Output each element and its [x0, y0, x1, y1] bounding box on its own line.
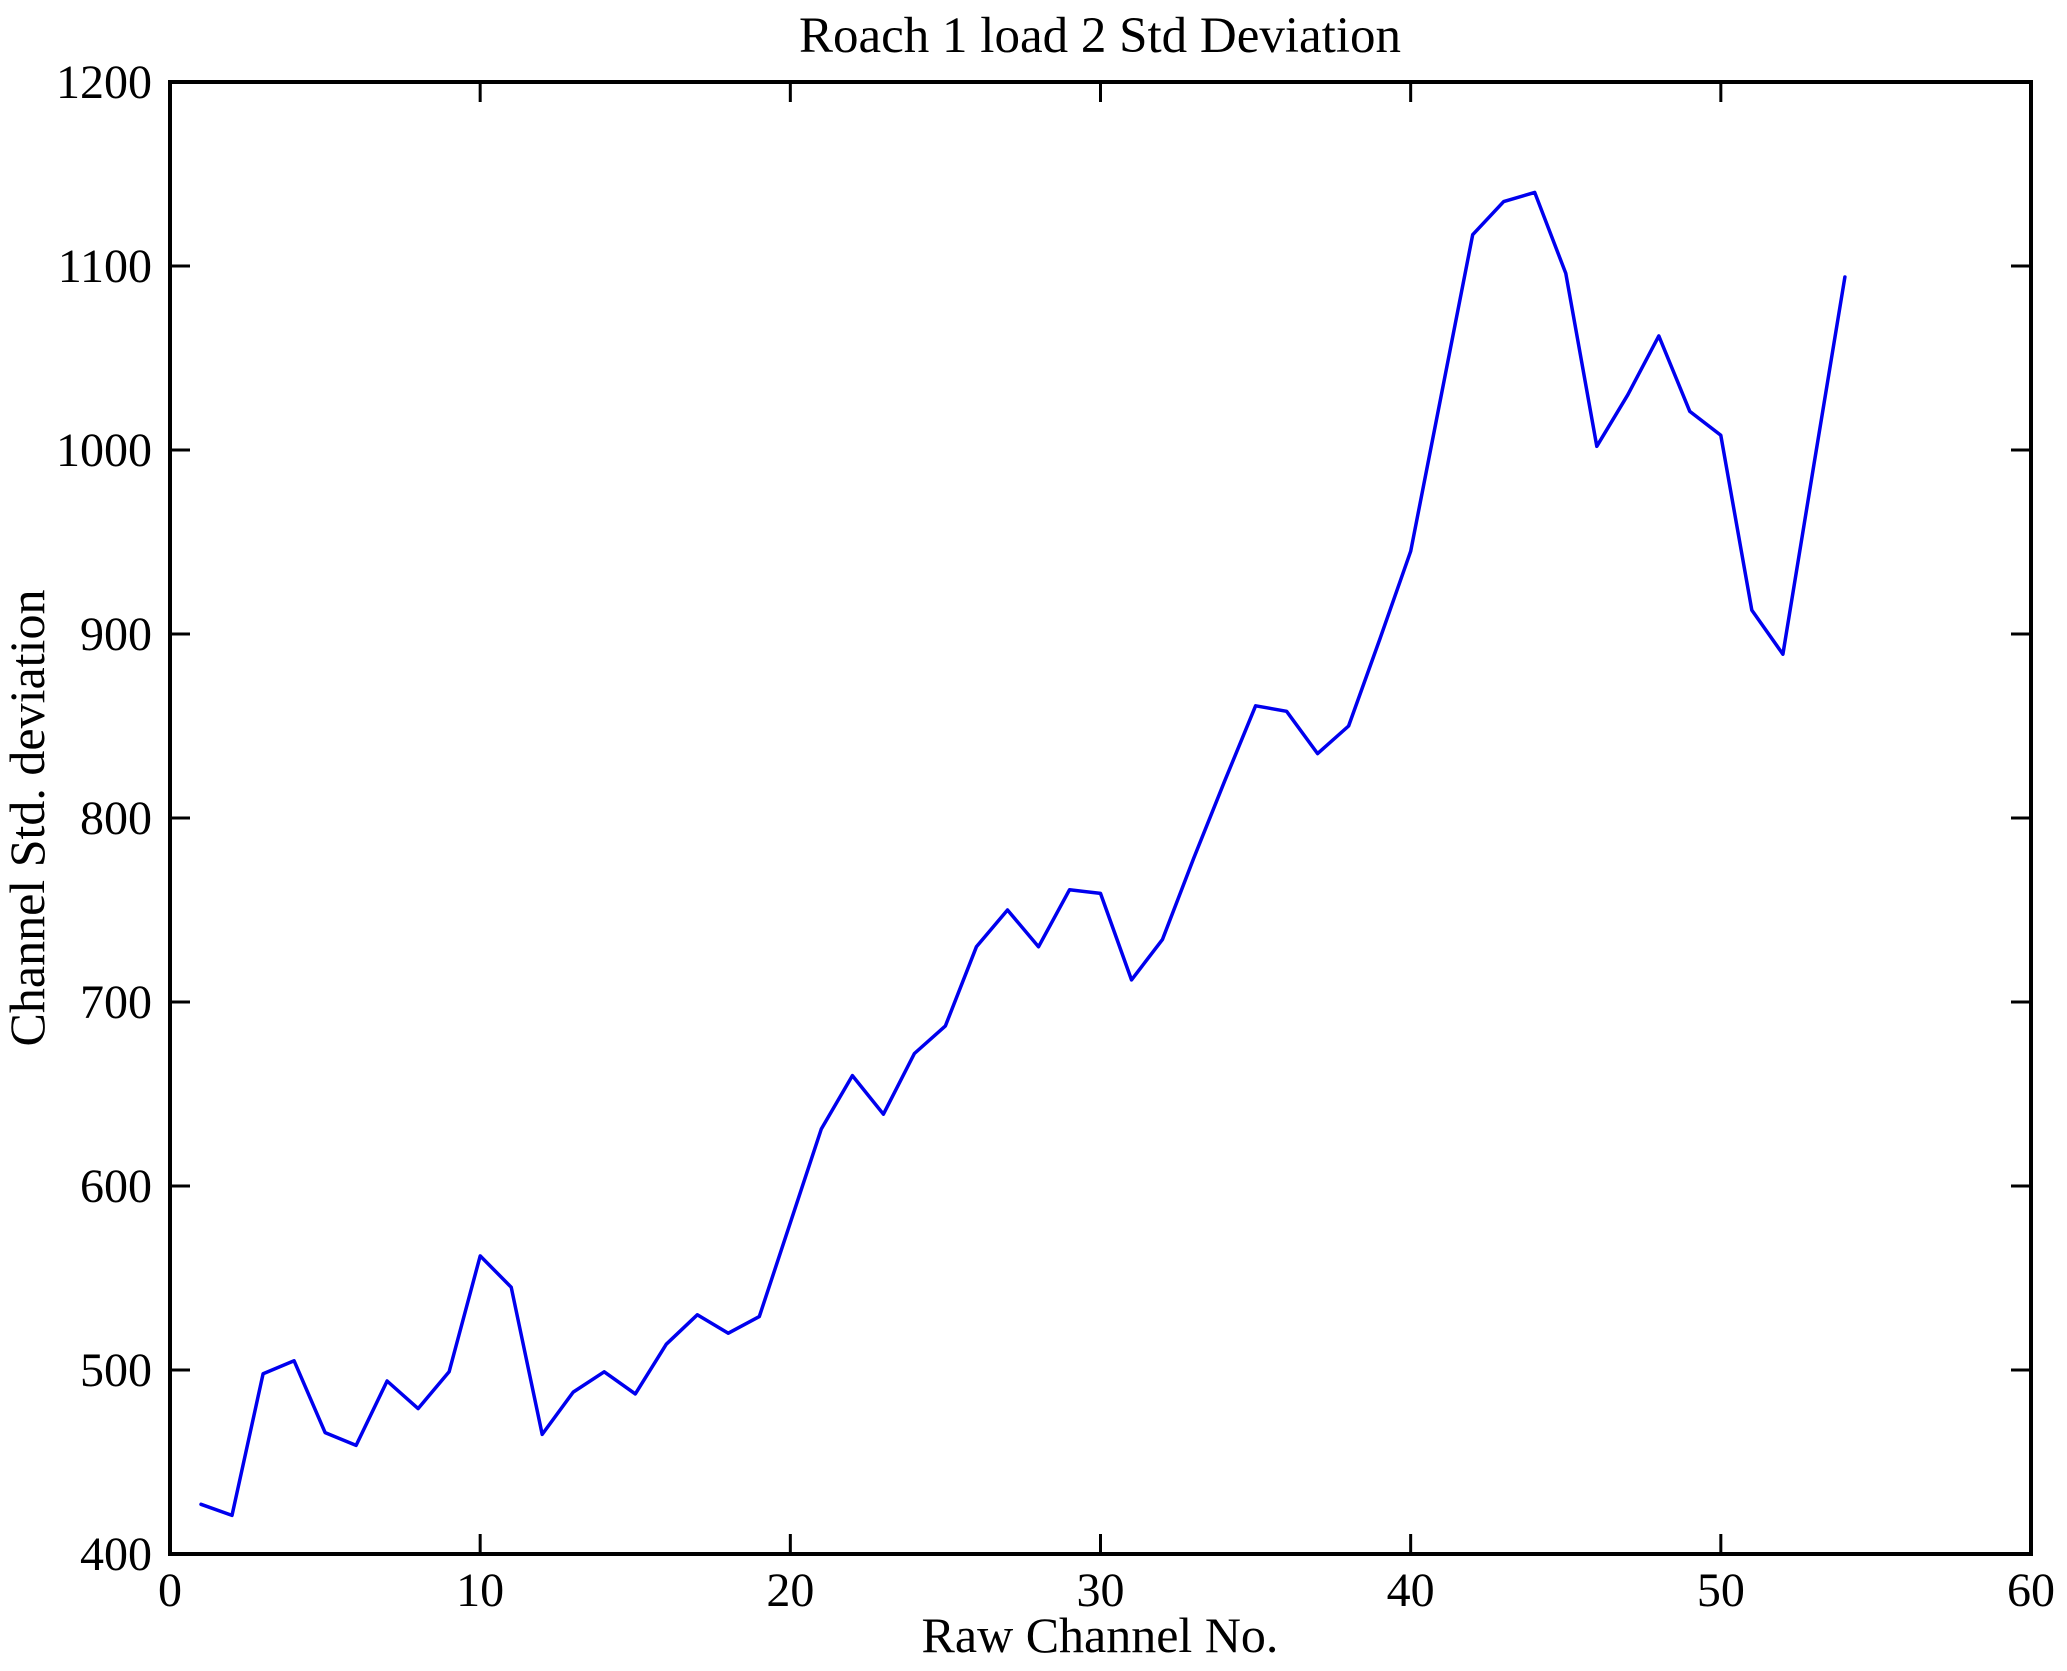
- plot-box: [168, 80, 2033, 1556]
- y-tick-label-600: 600: [80, 1160, 152, 1213]
- y-axis-ticks-left: [170, 80, 190, 1556]
- y-tick-label-1200: 1200: [56, 56, 152, 109]
- x-tick-label-50: 50: [1697, 1564, 1745, 1617]
- chart-title: Roach 1 load 2 Std Deviation: [799, 8, 1401, 64]
- x-axis-ticks-top: [168, 82, 2033, 102]
- y-axis-label: Channel Std. deviation: [0, 590, 55, 1047]
- x-tick-label-40: 40: [1387, 1564, 1435, 1617]
- x-tick-label-60: 60: [2007, 1564, 2055, 1617]
- x-axis-ticks-bottom: [168, 1534, 2033, 1554]
- x-tick-label-20: 20: [766, 1564, 814, 1617]
- y-axis-ticks-right: [2011, 80, 2031, 1556]
- y-axis-tick-labels: 400 500 600 700 800 900 1000 1100 1200: [56, 56, 152, 1581]
- x-tick-label-0: 0: [158, 1564, 182, 1617]
- y-tick-label-500: 500: [80, 1344, 152, 1397]
- x-axis-label: Raw Channel No.: [922, 1607, 1279, 1663]
- data-line: [199, 190, 1847, 1518]
- y-tick-label-400: 400: [80, 1528, 152, 1581]
- y-tick-label-1100: 1100: [58, 240, 152, 293]
- x-tick-label-10: 10: [456, 1564, 504, 1617]
- y-tick-label-900: 900: [80, 608, 152, 661]
- x-tick-label-30: 30: [1077, 1564, 1125, 1617]
- y-tick-label-700: 700: [80, 976, 152, 1029]
- x-axis-tick-labels: 0 10 20 30 40 50 60: [158, 1564, 2055, 1617]
- y-tick-label-800: 800: [80, 792, 152, 845]
- y-tick-label-1000: 1000: [56, 424, 152, 477]
